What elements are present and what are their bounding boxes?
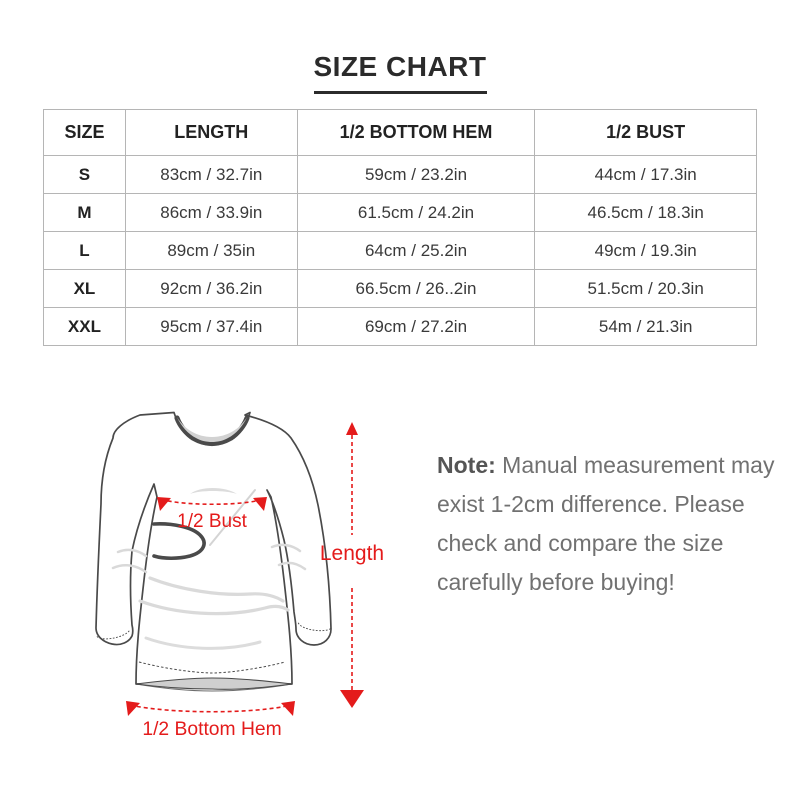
svg-text:1/2 Bust: 1/2 Bust <box>177 511 247 532</box>
svg-text:1/2 Bottom Hem: 1/2 Bottom Hem <box>142 719 281 740</box>
svg-text:Length: Length <box>320 542 384 565</box>
